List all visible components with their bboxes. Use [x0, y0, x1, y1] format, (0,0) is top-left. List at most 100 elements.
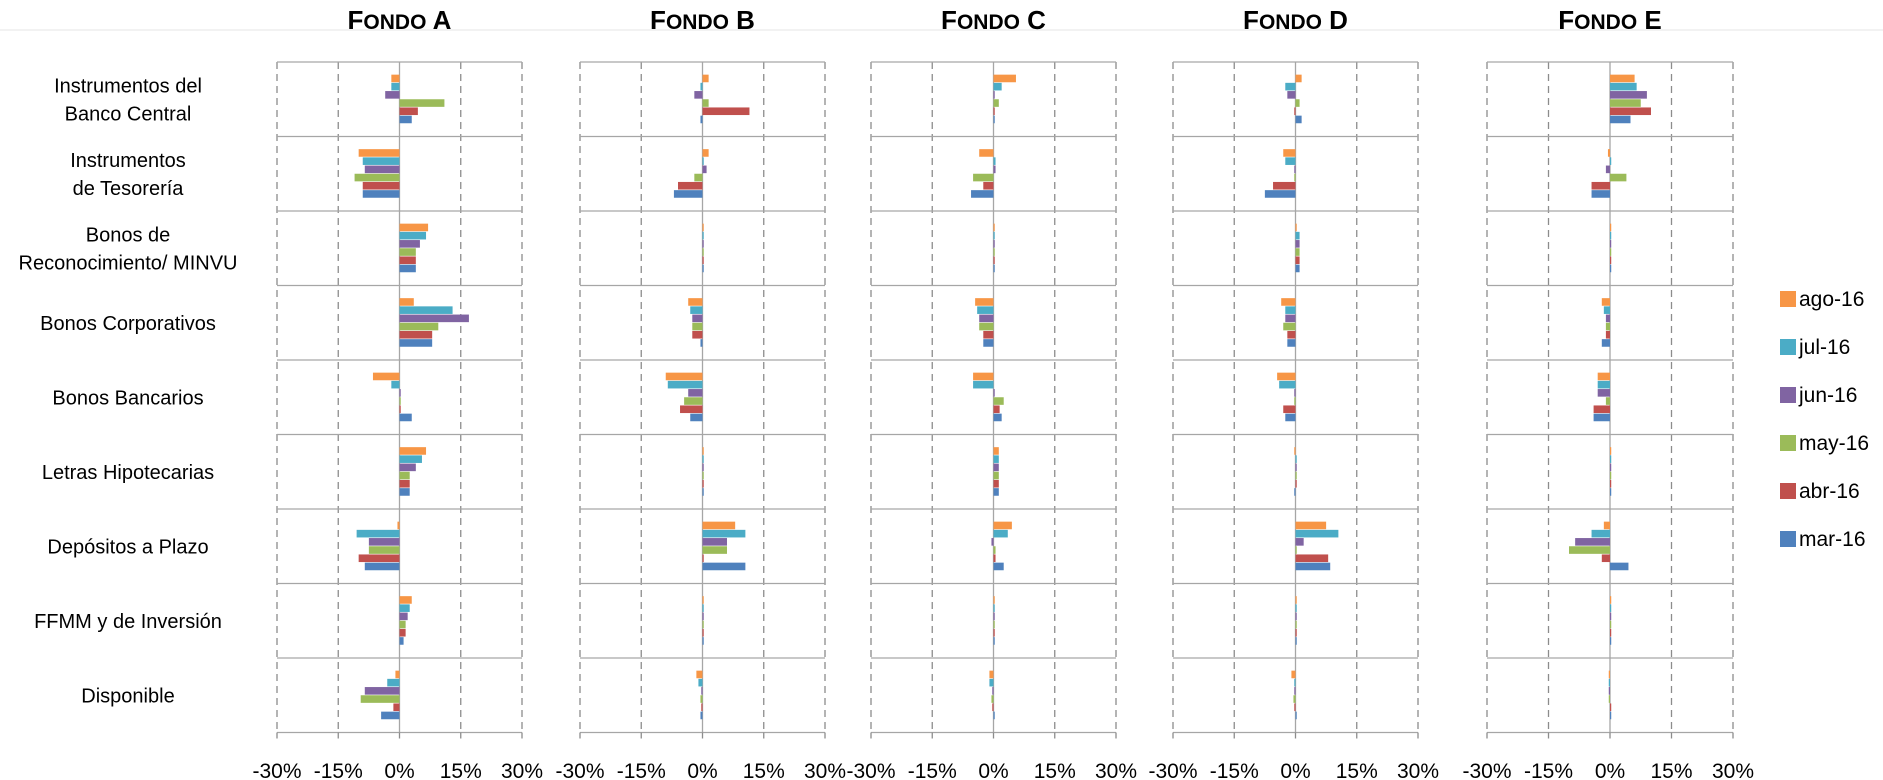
bar-mar-16 — [1610, 562, 1629, 571]
bar-ago-16 — [702, 74, 709, 83]
bar-abr-16 — [1294, 107, 1296, 116]
bar-jul-16 — [993, 455, 999, 463]
bar-abr-16 — [358, 554, 400, 563]
bar-jul-16 — [391, 82, 400, 91]
bar-abr-16 — [992, 703, 994, 712]
panel-fondo-e: FONDO E -30% -15% 0% 15% 30% — [1462, 5, 1754, 780]
bar-ago-16 — [1291, 670, 1296, 679]
bar-ago-16 — [1283, 149, 1296, 157]
bar-jun-16 — [1287, 91, 1296, 99]
bar-mar-16 — [399, 413, 412, 422]
bar-abr-16 — [1605, 330, 1610, 339]
bar-jul-16 — [702, 604, 704, 612]
bar-mar-16 — [1610, 637, 1612, 645]
bar-jun-16 — [702, 538, 727, 546]
x-tick-label: 0% — [687, 760, 717, 780]
bar-mar-16 — [364, 562, 400, 571]
x-tick-label: -30% — [1462, 760, 1511, 780]
legend-label: jul-16 — [1798, 336, 1850, 359]
bar-may-16 — [1610, 620, 1612, 629]
bar-abr-16 — [1610, 703, 1612, 712]
bar-abr-16 — [702, 554, 704, 563]
legend-label: abr-16 — [1799, 480, 1860, 503]
bar-abr-16 — [993, 107, 995, 116]
bar-mar-16 — [1295, 562, 1331, 571]
legend-swatch — [1780, 531, 1796, 547]
bar-jul-16 — [1295, 455, 1297, 463]
bar-jul-16 — [1279, 380, 1296, 389]
bar-abr-16 — [1273, 181, 1296, 190]
bar-jun-16 — [399, 314, 469, 323]
bar-mar-16 — [700, 339, 703, 347]
bar-abr-16 — [993, 628, 995, 637]
category-label: FFMM y de Inversión — [34, 611, 222, 633]
bar-jun-16 — [688, 389, 703, 397]
bar-abr-16 — [399, 405, 401, 414]
bar-jul-16 — [399, 455, 422, 463]
bar-jul-16 — [989, 678, 994, 687]
bar-abr-16 — [399, 107, 418, 116]
bar-mar-16 — [1295, 115, 1302, 124]
bar-abr-16 — [680, 405, 703, 414]
bar-jul-16 — [702, 529, 746, 538]
bar-may-16 — [1569, 546, 1610, 554]
bar-mar-16 — [1285, 413, 1296, 422]
bar-jul-16 — [399, 231, 427, 240]
x-tick-label: 0% — [384, 760, 414, 780]
bar-mar-16 — [993, 115, 995, 124]
bar-jul-16 — [1610, 604, 1612, 612]
bar-ago-16 — [1603, 521, 1610, 530]
category-label: Depósitos a Plazo — [47, 536, 208, 558]
bar-abr-16 — [1610, 256, 1612, 265]
bar-jun-16 — [1597, 389, 1610, 397]
bar-mar-16 — [1593, 413, 1610, 422]
bar-jun-16 — [1575, 538, 1610, 546]
x-tick-label: 30% — [804, 760, 846, 780]
bar-jul-16 — [356, 529, 400, 538]
bar-abr-16 — [1610, 628, 1612, 637]
panel-fondo-d: FONDO D -30% -15% 0% 15% 30% — [1148, 5, 1439, 780]
panel-title: FONDO C — [941, 5, 1046, 35]
x-tick-label: 15% — [440, 760, 482, 780]
bar-ago-16 — [702, 149, 709, 157]
x-tick-label: 15% — [1034, 760, 1076, 780]
bar-jul-16 — [1610, 157, 1612, 165]
category-label: Instrumentos del Banco Central — [54, 75, 202, 125]
bar-jun-16 — [364, 165, 400, 174]
x-tick-label: 0% — [1280, 760, 1310, 780]
bar-ago-16 — [1281, 298, 1296, 306]
bar-may-16 — [1610, 173, 1627, 182]
bar-ago-16 — [702, 596, 704, 604]
bar-may-16 — [702, 248, 704, 256]
bar-ago-16 — [391, 74, 400, 83]
bar-abr-16 — [1610, 107, 1651, 116]
bar-ago-16 — [993, 223, 995, 232]
bar-may-16 — [1610, 99, 1641, 107]
bar-jul-16 — [1597, 380, 1610, 389]
panel-title: FONDO E — [1558, 5, 1661, 35]
bar-jul-16 — [399, 306, 453, 314]
bar-jun-16 — [399, 389, 401, 397]
bar-may-16 — [993, 248, 995, 256]
bar-jul-16 — [690, 306, 703, 314]
bar-abr-16 — [1294, 703, 1296, 712]
bar-ago-16 — [993, 447, 999, 455]
panel-title: FONDO A — [348, 5, 452, 35]
bar-abr-16 — [1601, 554, 1610, 563]
bar-jul-16 — [1603, 306, 1610, 314]
bar-jun-16 — [1294, 687, 1296, 695]
bar-abr-16 — [702, 256, 704, 265]
bar-abr-16 — [362, 181, 400, 190]
bar-jul-16 — [700, 82, 703, 91]
legend-label: mar-16 — [1799, 528, 1866, 551]
bar-may-16 — [354, 173, 400, 182]
bar-jul-16 — [1294, 678, 1296, 687]
panel-title: FONDO D — [1243, 5, 1348, 35]
bar-may-16 — [399, 322, 439, 331]
legend-label: jun-16 — [1798, 384, 1857, 407]
x-tick-label: 30% — [1095, 760, 1137, 780]
bar-ago-16 — [702, 223, 704, 232]
panel-fondo-a: FONDO A -30% -15% 0% 15% 30% — [252, 5, 543, 780]
bar-mar-16 — [1264, 190, 1296, 198]
bar-mar-16 — [1287, 339, 1296, 347]
